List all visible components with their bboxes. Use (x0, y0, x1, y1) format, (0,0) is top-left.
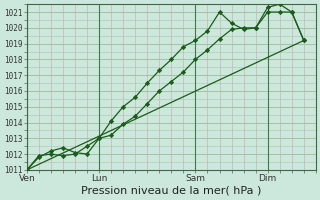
X-axis label: Pression niveau de la mer( hPa ): Pression niveau de la mer( hPa ) (81, 186, 261, 196)
